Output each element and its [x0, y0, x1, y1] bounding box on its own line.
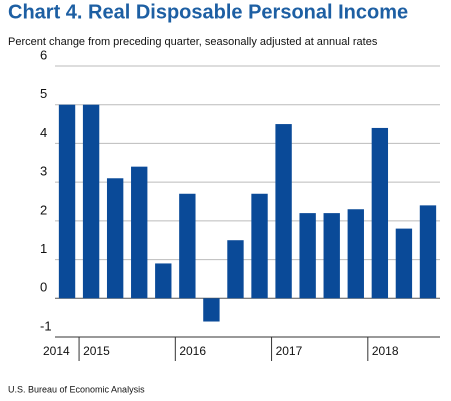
source: U.S. Bureau of Economic Analysis [8, 384, 145, 394]
chart-title: Chart 4. Real Disposable Personal Income [8, 1, 408, 23]
bar [299, 213, 316, 299]
bar [275, 124, 292, 299]
bar [82, 104, 100, 299]
y-tick-label: 1 [40, 241, 47, 256]
bar [371, 127, 389, 299]
y-tick-label: -1 [40, 318, 52, 333]
bar [323, 213, 340, 299]
y-tick-label: 5 [40, 86, 47, 101]
chart-subtitle: Percent change from preceding quarter, s… [8, 36, 378, 48]
year-label: 2017 [276, 344, 303, 358]
bar [58, 104, 76, 299]
bar [251, 193, 268, 299]
y-tick-label: 3 [40, 164, 47, 179]
year-label: 2016 [179, 344, 206, 358]
bar [155, 263, 172, 299]
y-tick-label: 4 [40, 125, 47, 140]
year-label: 2018 [372, 344, 399, 358]
bar [106, 178, 124, 299]
bar [347, 209, 364, 299]
y-tick-label: 0 [40, 280, 47, 295]
year-label: 2014 [43, 344, 70, 358]
bar [227, 240, 244, 299]
bar [395, 228, 413, 299]
year-label: 2015 [83, 344, 110, 358]
bar [179, 193, 196, 299]
bar [131, 166, 148, 299]
bar [203, 298, 220, 322]
y-tick-label: 6 [40, 47, 47, 62]
bar [419, 205, 437, 299]
y-tick-label: 2 [40, 202, 47, 217]
